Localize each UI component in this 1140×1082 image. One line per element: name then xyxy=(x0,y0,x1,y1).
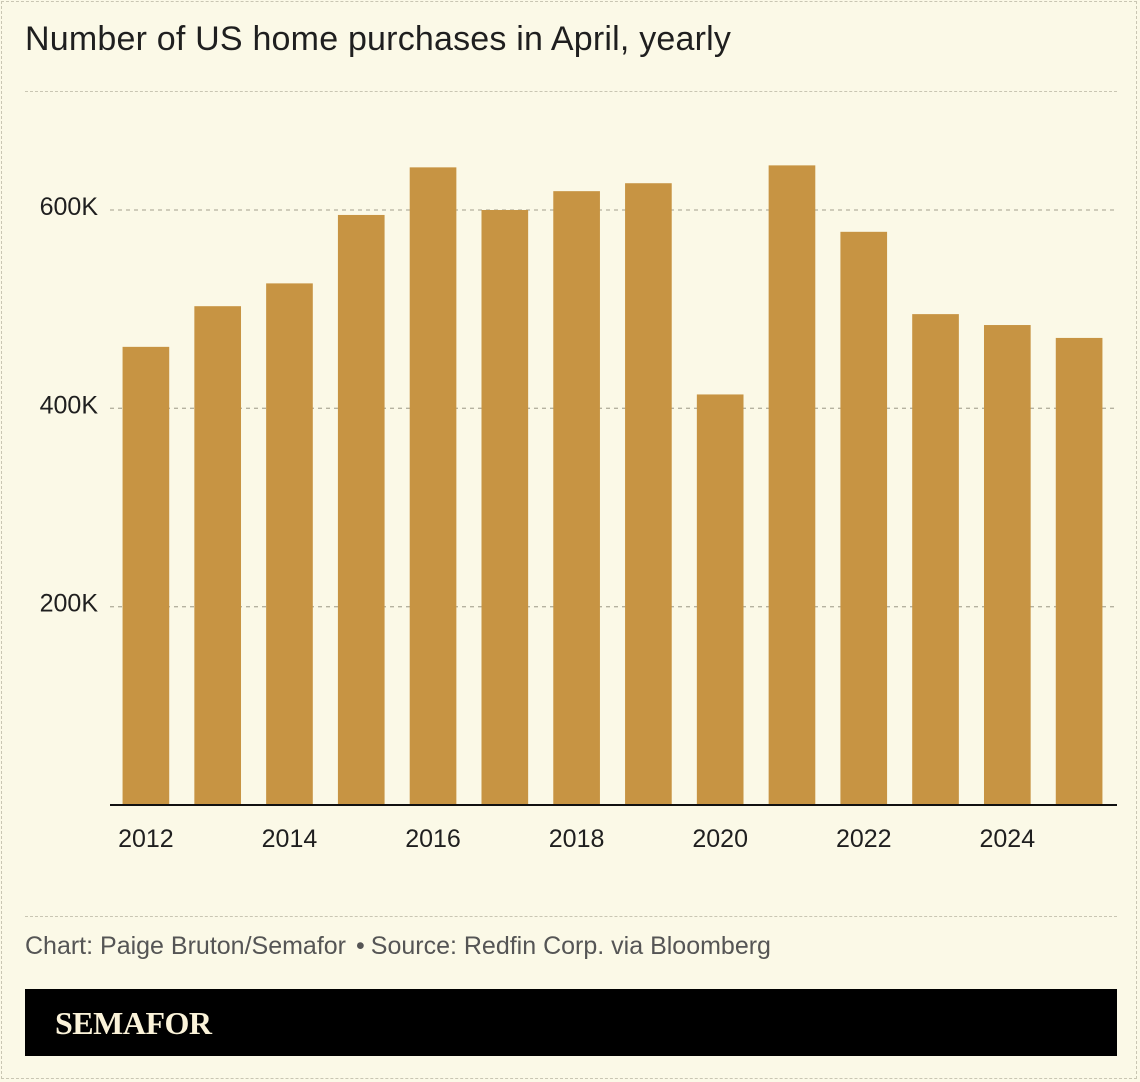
bar-2021 xyxy=(768,165,816,805)
bar-2014 xyxy=(266,283,313,806)
bar-2019 xyxy=(625,183,672,806)
bar-2024 xyxy=(983,325,1031,805)
credit-author: Chart: Paige Bruton/Semafor xyxy=(25,932,346,960)
credit-separator: • xyxy=(356,932,365,960)
bar-2012 xyxy=(122,346,170,805)
bottom-divider xyxy=(25,916,1117,917)
credit-source: Source: Redfin Corp. via Bloomberg xyxy=(370,932,771,960)
x-tick-label: 2020 xyxy=(692,825,748,853)
bar-2015 xyxy=(337,214,385,806)
semafor-logo: SEMAFOR xyxy=(55,1005,212,1041)
x-tick-label: 2024 xyxy=(980,825,1036,853)
x-tick-label: 2012 xyxy=(118,825,174,853)
chart-title: Number of US home purchases in April, ye… xyxy=(25,20,732,58)
y-tick-label: 200K xyxy=(40,590,99,618)
x-tick-label: 2018 xyxy=(549,825,605,853)
top-divider xyxy=(25,91,1117,92)
bar-chart: 200K 400K 600K 2012 2014 2016 2018 2020 2022 2024 xyxy=(40,165,1117,853)
x-tick-label: 2016 xyxy=(405,825,461,853)
bar-2017 xyxy=(481,210,529,805)
x-tick-label: 2022 xyxy=(836,825,892,853)
y-tick-label: 600K xyxy=(40,193,99,221)
chart-credit: Chart: Paige Bruton/Semafor • Source: Redf… xyxy=(25,932,771,961)
bar-2020 xyxy=(696,394,744,805)
bar-2013 xyxy=(194,306,242,805)
bar-2018 xyxy=(553,191,600,806)
bar-2025 xyxy=(1055,337,1103,805)
y-tick-label: 400K xyxy=(40,391,99,419)
x-tick-label: 2014 xyxy=(262,825,318,853)
bar-2016 xyxy=(409,167,457,805)
bar-2022 xyxy=(840,231,888,806)
footer-bar: SEMAFOR xyxy=(25,989,1117,1056)
bar-2023 xyxy=(912,314,959,805)
